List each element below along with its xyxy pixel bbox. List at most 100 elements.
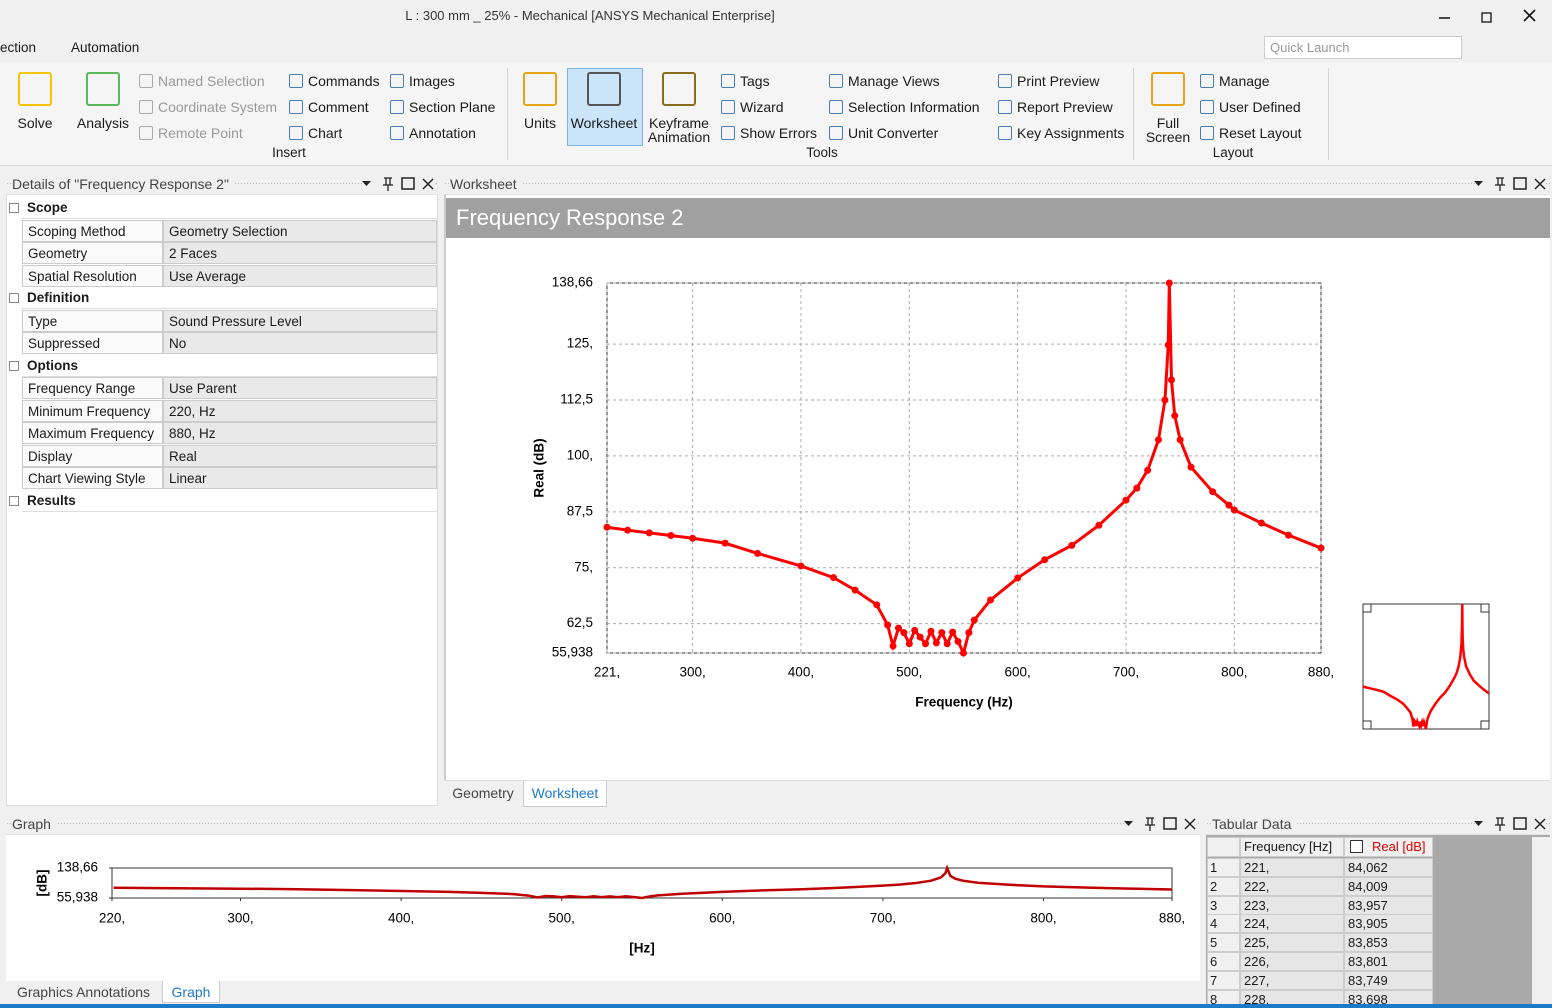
button-icon bbox=[139, 100, 153, 114]
ribbon-button[interactable]: Key Assignments bbox=[1017, 125, 1125, 141]
ribbon-button[interactable]: Commands bbox=[308, 73, 380, 89]
button-icon bbox=[721, 100, 735, 114]
section-toggle[interactable] bbox=[9, 495, 19, 506]
ribbon-button[interactable]: Units bbox=[524, 115, 556, 131]
table-cell: 83,905 bbox=[1344, 914, 1433, 934]
table-cell: 83,957 bbox=[1344, 895, 1433, 915]
property-value[interactable]: Sound Pressure Level bbox=[163, 309, 437, 332]
tab-active[interactable]: Worksheet bbox=[523, 781, 607, 807]
ribbon-button[interactable]: Annotation bbox=[409, 125, 476, 141]
property-value[interactable]: Geometry Selection bbox=[163, 219, 437, 242]
table-cell: 227, bbox=[1240, 970, 1344, 990]
button-icon bbox=[662, 72, 696, 106]
ribbon-button[interactable]: Print Preview bbox=[1017, 73, 1100, 89]
property-value[interactable]: Linear bbox=[163, 467, 437, 489]
row-number: 2 bbox=[1207, 876, 1240, 896]
property-value[interactable]: 220, Hz bbox=[163, 399, 437, 422]
button-icon bbox=[139, 74, 153, 88]
ribbon-button[interactable]: Comment bbox=[308, 99, 369, 115]
section-toggle[interactable] bbox=[9, 293, 19, 303]
table-cell: 84,009 bbox=[1344, 876, 1433, 896]
table-cell: 83,801 bbox=[1344, 952, 1433, 971]
panel-title: Details of "Frequency Response 2" bbox=[12, 176, 235, 192]
property-label: Scoping Method bbox=[22, 219, 163, 242]
panel-controls bbox=[368, 175, 434, 193]
ribbon-separator bbox=[1133, 68, 1134, 160]
button-icon bbox=[523, 72, 557, 106]
ribbon-button[interactable]: Remote Point bbox=[158, 125, 243, 141]
ribbon-button[interactable]: Wizard bbox=[740, 99, 784, 115]
column-header[interactable]: Frequency [Hz] bbox=[1240, 837, 1344, 857]
property-value[interactable]: Real bbox=[163, 444, 437, 467]
ribbon-button[interactable]: Section Plane bbox=[409, 99, 496, 115]
section-header: Results bbox=[22, 490, 437, 512]
menu-item[interactable]: Automation bbox=[71, 40, 140, 55]
section-header: Scope bbox=[22, 197, 437, 219]
tab[interactable]: Graphics Annotations bbox=[16, 984, 151, 1000]
button-icon bbox=[1151, 72, 1185, 106]
ribbon-group-label: Layout bbox=[1212, 145, 1254, 160]
tab[interactable]: Geometry bbox=[452, 785, 514, 801]
checkbox[interactable] bbox=[1350, 840, 1363, 853]
ribbon-button[interactable]: Manage Views bbox=[848, 73, 940, 89]
column-header[interactable]: Real [dB] bbox=[1372, 839, 1426, 854]
table-cell: 83,853 bbox=[1344, 933, 1433, 953]
row-number: 1 bbox=[1207, 858, 1240, 877]
button-icon bbox=[829, 126, 843, 140]
worksheet-title-bar bbox=[444, 173, 1550, 195]
table-cell: 224, bbox=[1240, 914, 1344, 934]
button-icon bbox=[829, 74, 843, 88]
property-label: Chart Viewing Style bbox=[22, 467, 163, 489]
ribbon-button[interactable]: Keyframe Animation bbox=[647, 115, 711, 145]
button-icon bbox=[721, 126, 735, 140]
button-icon bbox=[721, 74, 735, 88]
quick-launch[interactable]: Quick Launch bbox=[1264, 36, 1462, 59]
property-label: Spatial Resolution bbox=[22, 264, 163, 287]
table-cell: 226, bbox=[1240, 952, 1344, 971]
ribbon-button[interactable]: Tags bbox=[740, 73, 770, 89]
ribbon-button[interactable]: Analysis bbox=[76, 115, 130, 131]
property-value[interactable]: 2 Faces bbox=[163, 242, 437, 264]
property-value[interactable]: Use Parent bbox=[163, 377, 437, 399]
ribbon-button[interactable]: Worksheet bbox=[570, 115, 638, 131]
worksheet-button-highlight bbox=[567, 68, 643, 146]
ribbon-button[interactable]: User Defined bbox=[1219, 99, 1301, 115]
section-header: Options bbox=[22, 355, 437, 377]
property-value[interactable]: No bbox=[163, 332, 437, 354]
window-title: L : 300 mm _ 25% - Mechanical [ANSYS Mec… bbox=[405, 8, 775, 23]
row-number: 6 bbox=[1207, 952, 1240, 971]
ribbon-button[interactable]: Manage bbox=[1219, 73, 1270, 89]
ribbon-button[interactable]: Selection Information bbox=[848, 99, 980, 115]
table-cell: 222, bbox=[1240, 876, 1344, 896]
button-icon bbox=[390, 126, 404, 140]
panel-controls bbox=[1480, 175, 1546, 193]
button-icon bbox=[390, 74, 404, 88]
ribbon-button[interactable]: Report Preview bbox=[1017, 99, 1113, 115]
ribbon-button[interactable]: Coordinate System bbox=[158, 99, 278, 115]
graph-panel bbox=[6, 813, 1200, 981]
property-label: Display bbox=[22, 444, 163, 467]
ribbon-button[interactable]: Reset Layout bbox=[1219, 125, 1302, 141]
ribbon-button[interactable]: Images bbox=[409, 73, 455, 89]
panel-title: Graph bbox=[12, 816, 57, 832]
ribbon-button[interactable]: Unit Converter bbox=[848, 125, 939, 141]
ribbon-button[interactable]: Solve bbox=[17, 115, 53, 131]
property-value[interactable]: 880, Hz bbox=[163, 422, 437, 444]
section-toggle[interactable] bbox=[9, 360, 19, 371]
tab-active[interactable]: Graph bbox=[162, 981, 220, 1003]
property-value[interactable]: Use Average bbox=[163, 264, 437, 287]
panel-controls bbox=[1480, 815, 1546, 833]
ribbon-group-label: Insert bbox=[272, 145, 306, 160]
ribbon-button[interactable]: Full Screen bbox=[1145, 115, 1191, 145]
ribbon-group-label: Tools bbox=[806, 145, 838, 160]
menu-item[interactable]: ection bbox=[0, 40, 37, 55]
ribbon-button[interactable]: Named Selection bbox=[158, 73, 265, 89]
ribbon-button[interactable]: Show Errors bbox=[740, 125, 818, 141]
button-icon bbox=[86, 72, 120, 106]
tab-strip bbox=[444, 780, 1550, 808]
worksheet-panel bbox=[444, 173, 1550, 807]
ribbon-separator bbox=[1328, 68, 1329, 160]
ribbon-button[interactable]: Chart bbox=[308, 125, 343, 141]
section-toggle[interactable] bbox=[9, 203, 19, 213]
property-label: Suppressed bbox=[22, 332, 163, 354]
